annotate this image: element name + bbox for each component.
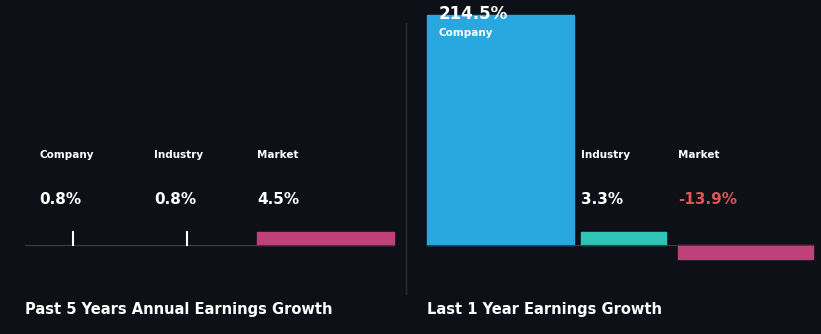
Text: 0.8%: 0.8% bbox=[39, 192, 81, 207]
Text: Industry: Industry bbox=[581, 150, 631, 160]
Text: Company: Company bbox=[438, 28, 493, 38]
Text: Market: Market bbox=[678, 150, 719, 160]
Text: 0.8%: 0.8% bbox=[154, 192, 196, 207]
Bar bbox=[581, 232, 666, 245]
Text: Last 1 Year Earnings Growth: Last 1 Year Earnings Growth bbox=[427, 302, 662, 317]
Text: 214.5%: 214.5% bbox=[438, 5, 507, 23]
Text: Company: Company bbox=[39, 150, 94, 160]
Text: 3.3%: 3.3% bbox=[581, 192, 623, 207]
Text: Market: Market bbox=[258, 150, 299, 160]
Text: Past 5 Years Annual Earnings Growth: Past 5 Years Annual Earnings Growth bbox=[25, 302, 333, 317]
Text: -13.9%: -13.9% bbox=[678, 192, 736, 207]
Bar bbox=[427, 15, 574, 245]
Bar bbox=[258, 232, 394, 245]
Bar bbox=[678, 245, 813, 259]
Text: Industry: Industry bbox=[154, 150, 203, 160]
Text: 4.5%: 4.5% bbox=[258, 192, 300, 207]
